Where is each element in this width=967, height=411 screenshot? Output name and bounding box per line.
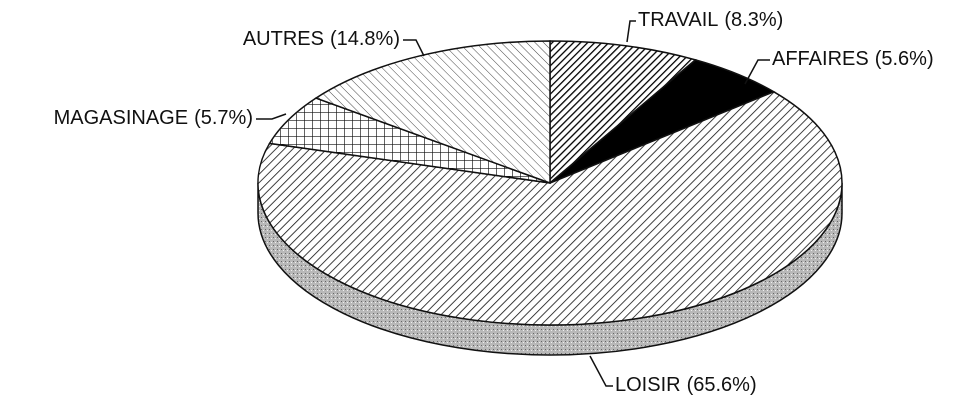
slice [314, 40, 551, 185]
value-label: (5.7%) [194, 107, 253, 129]
category-label: AFFAIRES [772, 48, 869, 70]
value-label: (14.8%) [330, 28, 400, 50]
slice-label: TRAVAIL (8.3%) [638, 9, 783, 31]
slice-label: AUTRES (14.8%) [243, 28, 400, 50]
leader-line [403, 39, 425, 57]
leader-line [256, 113, 287, 120]
leader-line [744, 59, 770, 85]
slice [257, 90, 843, 326]
category-label: MAGASINAGE [54, 107, 188, 129]
slice-label: MAGASINAGE (5.7%) [54, 107, 253, 129]
leader-line [626, 20, 636, 43]
value-label: (65.6%) [687, 374, 757, 396]
leader-line [589, 355, 613, 387]
value-label: (5.6%) [875, 48, 934, 70]
slice-label: LOISIR (65.6%) [615, 374, 757, 396]
value-label: (8.3%) [724, 9, 783, 31]
slice [549, 40, 698, 185]
category-label: AUTRES [243, 28, 324, 50]
category-label: TRAVAIL [638, 9, 718, 31]
category-label: LOISIR [615, 374, 681, 396]
slice-label: AFFAIRES (5.6%) [772, 48, 934, 70]
